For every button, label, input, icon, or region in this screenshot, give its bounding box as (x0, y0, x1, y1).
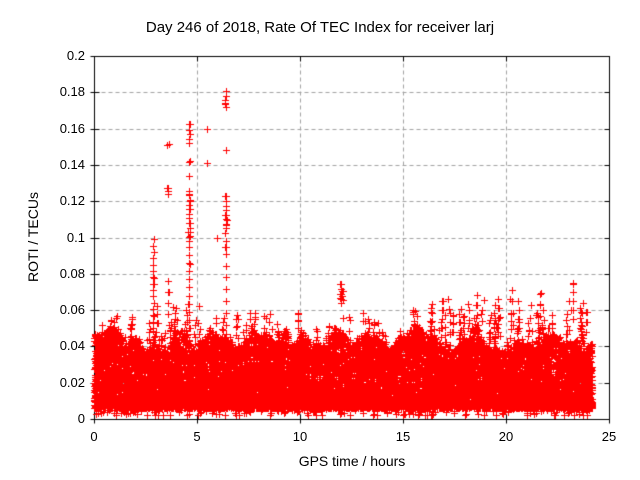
x-tick-label: 10 (292, 429, 308, 444)
y-tick-label: 0.02 (59, 374, 85, 390)
chart-title: Day 246 of 2018, Rate Of TEC Index for r… (145, 19, 495, 36)
x-tick-label: 0 (90, 429, 98, 444)
y-tick-label: 0.08 (59, 265, 85, 281)
x-axis-title: GPS time / hours (298, 453, 406, 469)
y-tick-label: 0.06 (59, 302, 85, 318)
y-tick-label: 0.04 (59, 338, 85, 354)
y-tick-label: 0.12 (59, 193, 85, 209)
y-tick-label: 0 (77, 411, 85, 426)
y-tick-label: 0.1 (66, 229, 85, 245)
x-tick-label: 25 (601, 429, 617, 444)
x-tick-label: 20 (498, 429, 514, 444)
x-tick-label: 5 (193, 429, 201, 444)
y-tick-label: 0.16 (59, 120, 85, 136)
x-tick-label: 15 (395, 429, 411, 444)
y-tick-label: 0.18 (59, 84, 85, 100)
y-tick-label: 0.2 (66, 48, 85, 63)
y-tick-label: 0.14 (59, 156, 85, 172)
